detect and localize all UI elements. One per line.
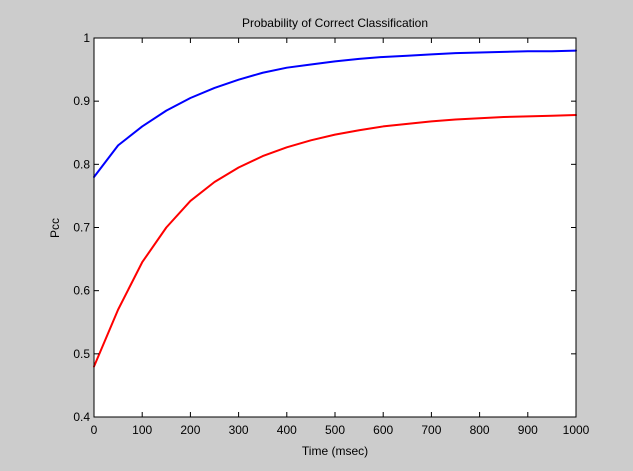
x-tick-label: 600: [373, 423, 393, 437]
ticks-layer: 0 100 200 300 400 500 600 700 800 900 1000 0.4 0.5 0.…: [73, 31, 589, 437]
x-tick-label: 100: [132, 423, 152, 437]
x-tick-label: 500: [325, 423, 345, 437]
x-tick-label: 300: [229, 423, 249, 437]
plot-frame: [93, 37, 577, 418]
y-tick-label: 0.5: [73, 347, 90, 361]
x-axis-label: Time (msec): [302, 444, 368, 458]
series-layer: [93, 49, 577, 368]
y-tick-label: 0.8: [73, 157, 90, 171]
y-tick-label: 1: [83, 31, 90, 45]
labels-layer: Probability of Correct Classification Ti…: [48, 16, 428, 458]
y-tick-label: 0.9: [73, 94, 90, 108]
y-tick-label: 0.7: [73, 221, 90, 235]
plot-area: [94, 38, 576, 417]
x-tick-label: 200: [180, 423, 200, 437]
x-tick-label: 1000: [563, 423, 590, 437]
y-tick-label: 0.6: [73, 284, 90, 298]
series-line-2: [93, 114, 577, 368]
x-tick-label: 900: [518, 423, 538, 437]
x-tick-label: 800: [470, 423, 490, 437]
x-tick-label: 400: [277, 423, 297, 437]
y-tick-label: 0.4: [73, 410, 90, 424]
x-tick-label: 700: [421, 423, 441, 437]
y-axis-label: Pcc: [48, 218, 62, 238]
chart-title: Probability of Correct Classification: [242, 16, 428, 30]
x-tick-label: 0: [91, 423, 98, 437]
series-line-1: [93, 49, 577, 178]
